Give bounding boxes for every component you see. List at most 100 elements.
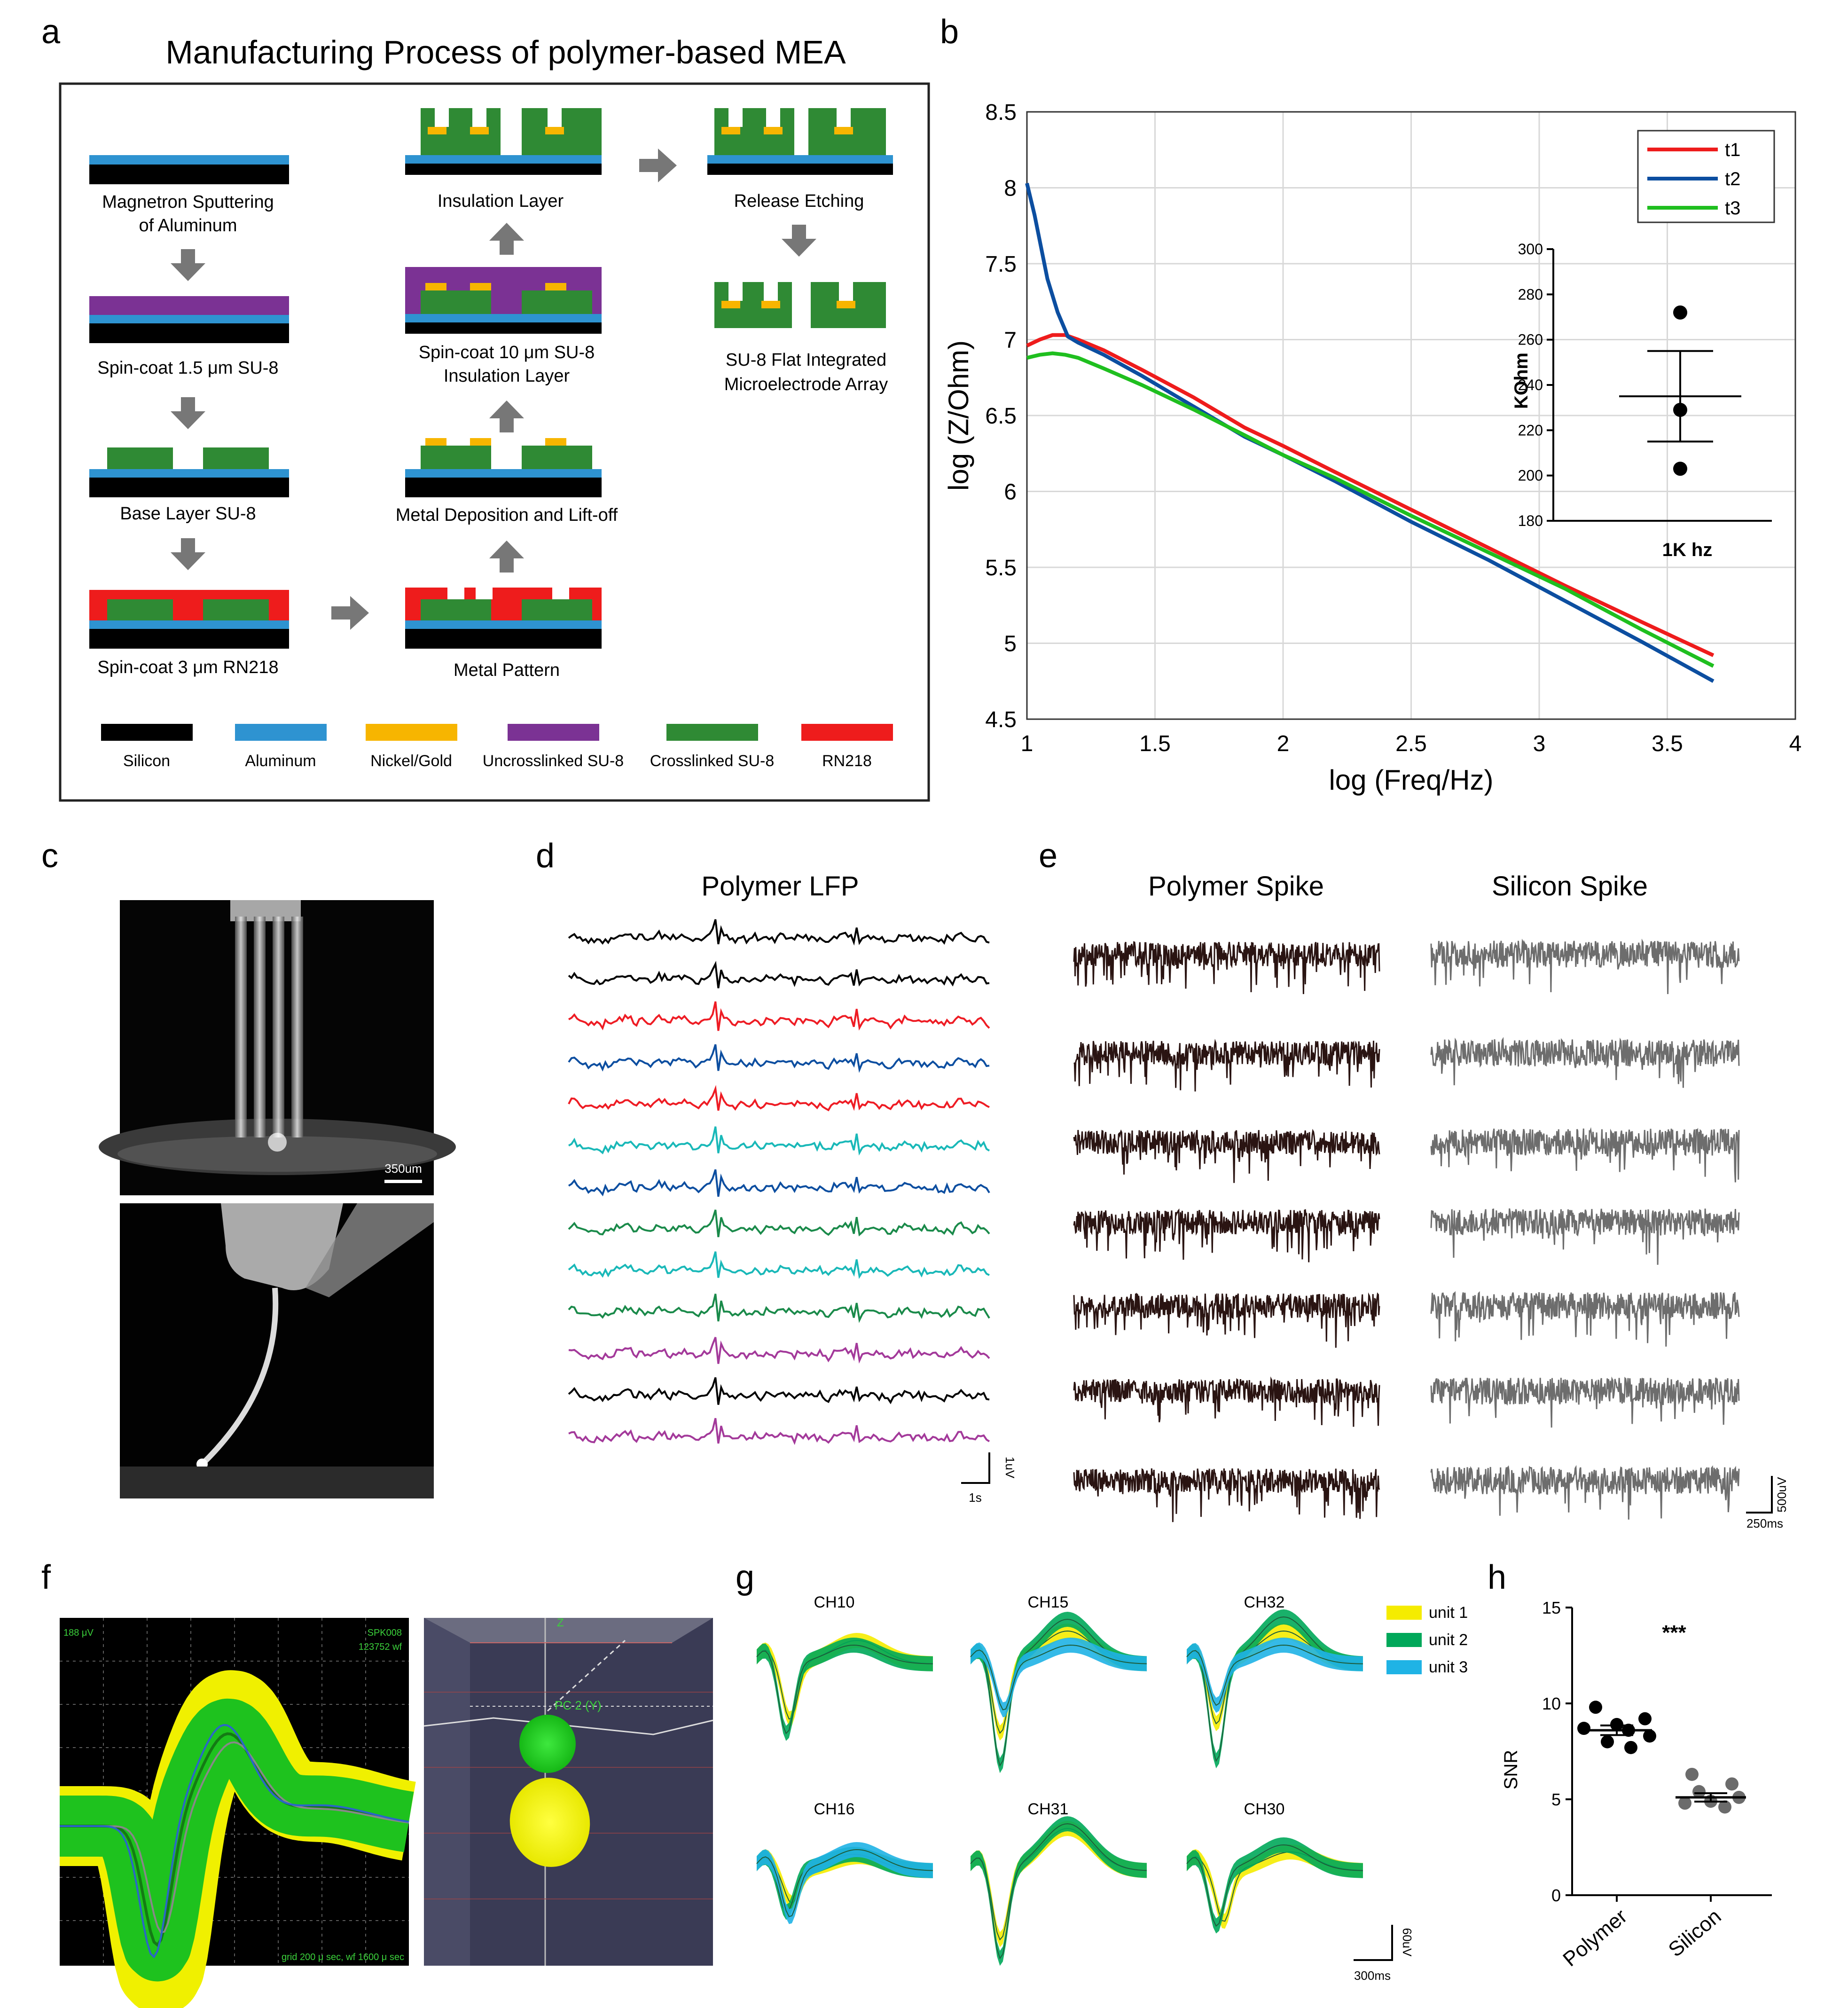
step-sputtering-diagram: [89, 155, 289, 184]
snr-point: [1685, 1767, 1699, 1781]
waveform-overlay: 188 μV SPK008 123752 wf grid 200 μ sec, …: [23, 1618, 446, 2008]
unit-mean-line: [756, 1644, 933, 1734]
panel-h: h 0 5 10 15 Polymer Silicon SNR ***: [1488, 1559, 1772, 1971]
step-label: Magnetron Sputtering: [102, 192, 274, 212]
cluster-green: [519, 1715, 576, 1773]
legend-label: Silicon: [123, 752, 170, 770]
legend-label: t2: [1725, 169, 1740, 189]
probe-photo-top: 350um: [99, 900, 456, 1195]
legend-label: Aluminum: [245, 752, 316, 770]
snr-point: [1718, 1800, 1731, 1814]
lfp-trace: [568, 1418, 990, 1445]
lfp-trace: [568, 1377, 990, 1405]
step-label: Metal Pattern: [454, 660, 560, 680]
unit-band: [757, 1638, 933, 1741]
polymer-spike-trace: [1073, 1129, 1380, 1183]
osd-text: 123752 wf: [359, 1642, 402, 1652]
snr-chart: 0 5 10 15 Polymer Silicon: [1542, 1598, 1772, 1971]
legend-label: t3: [1725, 198, 1740, 219]
panel-c: c 350um: [41, 837, 456, 1498]
channel-label: CH10: [814, 1593, 855, 1611]
arrow-right-icon: [639, 149, 677, 182]
step-label: Base Layer SU-8: [120, 504, 256, 524]
unit-mean-waveform: [60, 1724, 409, 1959]
inset-point: [1673, 305, 1687, 320]
inset-tick-label: 220: [1518, 422, 1543, 439]
snr-point: [1678, 1796, 1691, 1810]
step-label: Spin-coat 3 μm RN218: [97, 658, 278, 677]
spike-scale-v: 500uV: [1775, 1477, 1789, 1513]
snr-point: [1601, 1735, 1614, 1749]
legend-swatch: [366, 724, 457, 741]
panel-letter-e: e: [1039, 837, 1057, 875]
arrow-up-icon: [489, 223, 524, 255]
polymer-spike-trace: [1073, 1376, 1380, 1427]
inset-tick-label: 180: [1518, 512, 1543, 529]
snr-category-label: Polymer: [1558, 1905, 1631, 1971]
snr-point: [1577, 1722, 1590, 1735]
series-line-t2: [1025, 182, 1715, 683]
snr-point: [1725, 1777, 1738, 1791]
legend-swatch: [101, 724, 193, 741]
panel-letter-a: a: [41, 13, 61, 51]
panel-b: b 1 1.5 2 2.5 3 3.5 4 4.5 5 5.5 6 6.5 7 7.5 8 8.5 log (F…: [940, 13, 1801, 796]
step-spincoat-su8-diagram: [89, 296, 289, 343]
unit-mean-line: [1186, 1644, 1363, 1706]
y-tick-label: 5: [1004, 632, 1017, 657]
y-tick-label: 4.5: [985, 707, 1017, 732]
legend-label: t1: [1725, 140, 1740, 160]
legend-label: Crosslinked SU-8: [650, 752, 775, 770]
channel-label: CH31: [1028, 1800, 1069, 1818]
unit-band: [1187, 1638, 1363, 1713]
arrow-down-icon: [171, 249, 205, 281]
x-tick-label: 4: [1789, 731, 1802, 756]
units-scale-t: 300ms: [1354, 1969, 1391, 1983]
unit-band: [971, 1816, 1147, 1966]
inset-tick-label: 300: [1518, 241, 1543, 258]
legend-label: unit 2: [1429, 1631, 1468, 1649]
unit-mean-line: [1186, 1844, 1363, 1927]
step-release-etching-diagram: [707, 108, 893, 175]
x-tick-label: 1.5: [1139, 731, 1171, 756]
panel-letter-c: c: [41, 837, 58, 875]
step-label: SU-8 Flat Integrated: [726, 350, 886, 370]
step-label: Microelectrode Array: [724, 375, 888, 394]
step-metal-deposition-diagram: [405, 438, 602, 497]
snr-y-label: SNR: [1501, 1750, 1521, 1789]
lfp-trace: [568, 919, 990, 946]
y-tick-label: 7: [1004, 328, 1017, 353]
unit-mean-line: [970, 1823, 1147, 1960]
lfp-scalebar: [961, 1452, 990, 1484]
y-tick-label: 8: [1004, 176, 1017, 201]
step-final-array-diagram: [714, 282, 886, 328]
unit-band: [757, 1842, 933, 1924]
snr-tick-label: 0: [1551, 1886, 1561, 1905]
channel-label: CH32: [1244, 1593, 1285, 1611]
polymer-spike-trace: [1073, 1468, 1380, 1522]
units-scalebar: [1354, 1925, 1393, 1961]
snr-tick-label: 5: [1551, 1790, 1561, 1809]
silicon-spike-trace: [1430, 1465, 1740, 1520]
legend-swatch: [235, 724, 327, 741]
spike-traces: [1073, 938, 1740, 1522]
lfp-scale-t: 1s: [969, 1490, 981, 1505]
silicon-spike-trace: [1430, 938, 1740, 994]
arrow-down-icon: [171, 538, 205, 570]
unit-band: [1187, 1609, 1363, 1769]
legend-label: RN218: [822, 752, 872, 770]
silicon-spike-trace: [1430, 1208, 1740, 1265]
snr-category-label: Silicon: [1664, 1905, 1726, 1961]
x-tick-label: 1: [1021, 731, 1034, 756]
unit-band: [971, 1821, 1147, 1947]
unit-legend: unit 1 unit 2 unit 3: [1386, 1604, 1468, 1676]
arrow-down-icon: [782, 225, 816, 257]
panel-letter-h: h: [1488, 1559, 1506, 1596]
probe-photo-bottom: [120, 1203, 434, 1498]
inset-tick-label: 240: [1518, 376, 1543, 393]
series-line-t3: [1026, 351, 1715, 668]
plot-border: [1026, 111, 1796, 720]
spike-scale-t: 250ms: [1746, 1516, 1783, 1530]
legend-swatch: [508, 724, 599, 741]
panel-letter-f: f: [41, 1559, 51, 1596]
